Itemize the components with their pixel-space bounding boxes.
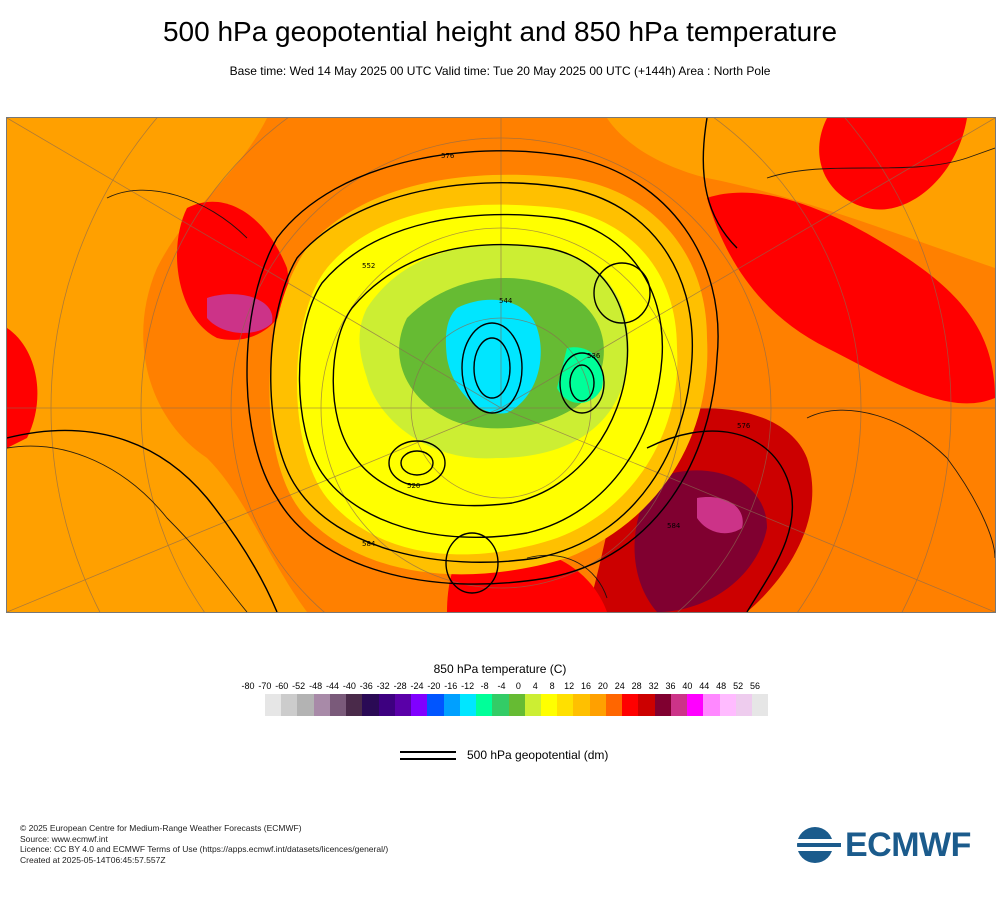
colorbar-swatch (378, 694, 395, 716)
contour-label: 536 (587, 352, 601, 360)
colorbar-swatch (346, 694, 363, 716)
temperature-legend-title: 850 hPa temperature (C) (433, 662, 567, 676)
temperature-area (697, 497, 743, 534)
colorbar-swatch (476, 694, 493, 716)
colorbar-swatch (654, 694, 671, 716)
colorbar-tick-label: -20 (427, 681, 441, 691)
contour-label: 552 (362, 262, 375, 270)
created-line: Created at 2025-05-14T06:45:57.557Z (20, 854, 166, 865)
colorbar-swatch (638, 694, 655, 716)
colorbar-tick-label: 8 (549, 681, 555, 691)
map-panel[interactable]: 576 544 552 520 584 584 576 536 (6, 117, 996, 613)
colorbar-swatch (524, 694, 541, 716)
temperature-area (207, 294, 273, 334)
colorbar-swatch (297, 694, 314, 716)
colorbar-swatch (362, 694, 379, 716)
contour-label: 584 (667, 522, 681, 530)
colorbar-tick-label: 36 (665, 681, 676, 691)
colorbar-tick-label: 20 (597, 681, 608, 691)
colorbar-swatch (394, 694, 412, 716)
contour-label: 520 (407, 482, 420, 490)
ecmwf-logo-text: ECMWF (845, 826, 971, 864)
colorbar-tick-label: -24 (410, 681, 424, 691)
colorbar-tick-label: 28 (631, 681, 642, 691)
copyright-line: © 2025 European Centre for Medium-Range … (20, 823, 302, 833)
source-line[interactable]: Source: www.ecmwf.int (20, 833, 108, 844)
colorbar-tick-label: 56 (749, 681, 761, 691)
temperature-area (7, 118, 307, 612)
colorbar-swatch (265, 694, 282, 716)
colorbar-swatch (411, 694, 428, 716)
colorbar-swatch (427, 694, 444, 716)
polar-map: 576 544 552 520 584 584 576 536 (7, 118, 995, 612)
colorbar-swatch (443, 694, 460, 716)
colorbar-swatch (573, 694, 590, 716)
temperature-area (7, 328, 38, 448)
colorbar-tick-label: 52 (733, 681, 744, 691)
colorbar-tick-label: -70 (258, 681, 272, 691)
colorbar-tick-label: -28 (393, 681, 407, 691)
colorbar-tick-label: 44 (699, 681, 710, 691)
colorbar-swatch (670, 694, 688, 716)
page-title: 500 hPa geopotential height and 850 hPa … (162, 16, 838, 47)
colorbar-swatch (329, 694, 347, 716)
colorbar-tick-label: -32 (376, 681, 390, 691)
colorbar-tick-label: -8 (480, 681, 489, 691)
colorbar-tick-label: 48 (716, 681, 727, 691)
colorbar-swatch (589, 694, 606, 716)
contour-label: 576 (737, 422, 751, 430)
temperature-area (819, 118, 967, 210)
licence-line[interactable]: Licence: CC BY 4.0 and ECMWF Terms of Us… (20, 844, 389, 854)
colorbar-swatch (492, 694, 509, 716)
geopotential-line-icon (400, 751, 456, 761)
colorbar-tick-label: 32 (648, 681, 659, 691)
colorbar-swatch (605, 694, 623, 716)
colorbar-tick-label: 24 (614, 681, 625, 691)
contour-label: 576 (441, 152, 455, 160)
colorbar-swatch (752, 694, 769, 716)
contour-label: 544 (499, 297, 513, 305)
colorbar-tick-label: -12 (461, 681, 475, 691)
colorbar-tick-label: 40 (682, 681, 693, 691)
colorbar-tick-label: -16 (444, 681, 458, 691)
temperature-area (445, 299, 541, 414)
temperature-colorbar (265, 694, 769, 716)
colorbar-tick-label: -40 (342, 681, 356, 691)
temperature-area (557, 347, 603, 403)
ecmwf-logo-icon (795, 827, 841, 863)
geopotential-contours (7, 118, 793, 612)
temperature-legend-ticks: -80 -70 -60 -52 -48 -44 -40 -36 -32 -28 -24 -20 -16-… (0, 681, 1000, 693)
colorbar-swatch (735, 694, 753, 716)
contour-label: 584 (362, 540, 376, 548)
colorbar-tick-label: -36 (359, 681, 373, 691)
colorbar-tick-label: -4 (497, 681, 506, 691)
colorbar-swatch (540, 694, 558, 716)
colorbar-swatch (557, 694, 574, 716)
page-subtitle: Base time: Wed 14 May 2025 00 UTC Valid … (229, 64, 771, 78)
ecmwf-logo[interactable]: ECMWF (795, 825, 985, 865)
colorbar-swatch (313, 694, 330, 716)
temperature-area (707, 192, 995, 404)
copyright-footer: © 2025 European Centre for Medium-Range … (20, 823, 388, 865)
colorbar-tick-label: -52 (292, 681, 306, 691)
colorbar-tick-label: 0 (515, 681, 521, 691)
colorbar-tick-label: -80 (241, 681, 255, 691)
colorbar-swatch (687, 694, 704, 716)
colorbar-swatch (281, 694, 298, 716)
colorbar-tick-label: -48 (309, 681, 323, 691)
colorbar-swatch (459, 694, 477, 716)
colorbar-swatch (622, 694, 639, 716)
colorbar-swatch (719, 694, 736, 716)
colorbar-tick-label: -44 (325, 681, 340, 691)
colorbar-tick-label: 12 (564, 681, 575, 691)
colorbar-tick-label: 16 (580, 681, 592, 691)
colorbar-tick-label: 4 (532, 681, 538, 691)
colorbar-tick-label: -60 (275, 681, 289, 691)
colorbar-swatch (703, 694, 720, 716)
colorbar-swatch (508, 694, 525, 716)
geopotential-legend-label: 500 hPa geopotential (dm) (467, 748, 609, 762)
